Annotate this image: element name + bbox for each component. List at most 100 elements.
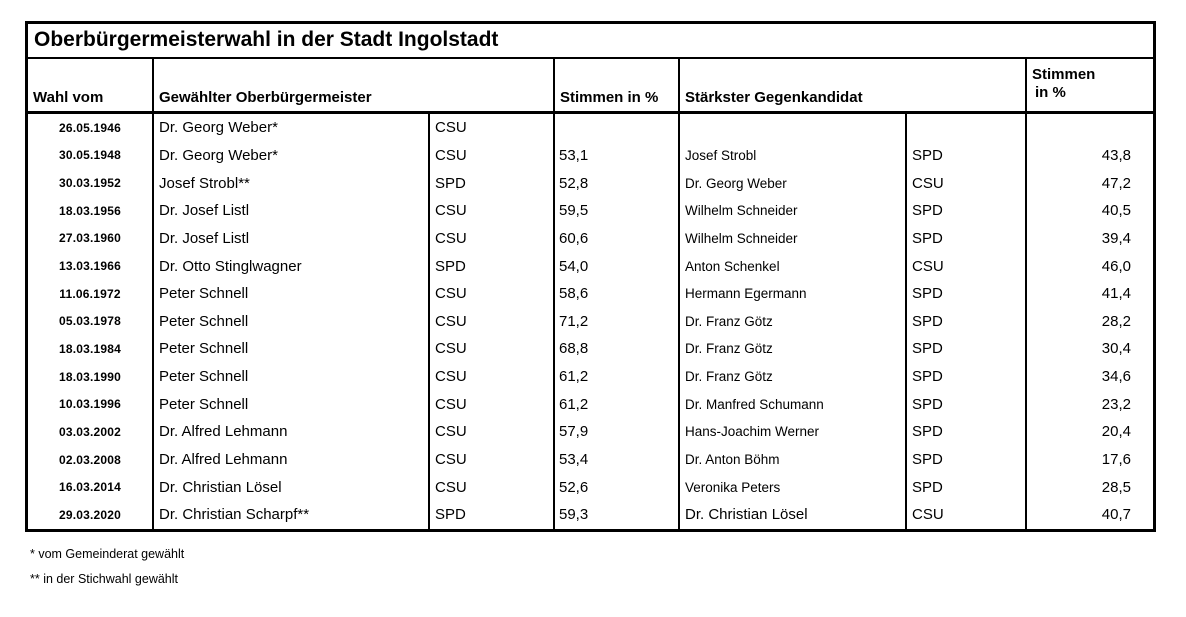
cell-opponent-vote-share: 17,6 — [1025, 445, 1153, 474]
cell-opponent-name: Dr. Anton Böhm — [678, 445, 905, 474]
cell-elected-mayor-name: Peter Schnell — [152, 390, 428, 419]
cell-opponent-vote-share: 39,4 — [1025, 224, 1153, 253]
cell-election-date: 27.03.1960 — [58, 231, 122, 246]
cell-opponent-name: Hans-Joachim Werner — [678, 418, 905, 446]
cell-opponent-name: Hermann Egermann — [678, 279, 905, 308]
cell-elected-mayor-vote-share: 53,4 — [553, 445, 678, 474]
cell-opponent-name: Dr. Franz Götz — [678, 335, 905, 363]
cell-opponent-party: SPD — [905, 418, 1025, 446]
cell-election-date: 03.03.2002 — [58, 424, 122, 439]
cell-opponent-vote-share: 28,2 — [1025, 307, 1153, 336]
cell-opponent-vote-share: 40,7 — [1025, 500, 1153, 529]
cell-opponent-party: CSU — [905, 500, 1025, 529]
cell-election-date: 18.03.1956 — [58, 203, 122, 218]
cell-elected-mayor-party: CSU — [428, 390, 553, 419]
cell-opponent-vote-share: 20,4 — [1025, 418, 1153, 446]
cell-elected-mayor-name: Dr. Georg Weber* — [152, 114, 428, 142]
cell-elected-mayor-name: Josef Strobl** — [152, 169, 428, 197]
cell-elected-mayor-vote-share: 57,9 — [553, 418, 678, 446]
cell-election-date: 18.03.1984 — [58, 341, 122, 356]
cell-opponent-name — [678, 114, 905, 142]
cell-elected-mayor-name: Dr. Josef Listl — [152, 196, 428, 225]
cell-opponent-party: SPD — [905, 473, 1025, 501]
cell-elected-mayor-vote-share: 53,1 — [553, 141, 678, 170]
cell-elected-mayor-vote-share: 60,6 — [553, 224, 678, 253]
table-body: 26.05.1946 Dr. Georg Weber* CSU 30.05.19… — [28, 114, 1153, 529]
cell-elected-mayor-name: Dr. Christian Lösel — [152, 473, 428, 501]
cell-opponent-party: SPD — [905, 141, 1025, 170]
cell-elected-mayor-vote-share: 59,5 — [553, 196, 678, 225]
cell-opponent-name: Josef Strobl — [678, 141, 905, 170]
header-stimmen-in-prozent-2: Stimmen in % — [1025, 59, 1153, 111]
cell-election-date: 11.06.1972 — [59, 286, 121, 301]
cell-elected-mayor-vote-share: 61,2 — [553, 390, 678, 419]
table-header-row: Wahl vom Gewählter Oberbürgermeister Sti… — [28, 59, 1153, 114]
cell-election-date: 26.05.1946 — [58, 120, 122, 135]
cell-elected-mayor-vote-share: 52,8 — [553, 169, 678, 197]
cell-elected-mayor-party: CSU — [428, 335, 553, 363]
cell-elected-mayor-vote-share: 59,3 — [553, 500, 678, 529]
footnote-gemeinderat: * vom Gemeinderat gewählt — [30, 546, 185, 561]
cell-elected-mayor-party: CSU — [428, 307, 553, 336]
cell-opponent-name: Wilhelm Schneider — [678, 224, 905, 253]
cell-opponent-party: SPD — [905, 390, 1025, 419]
cell-elected-mayor-party: CSU — [428, 224, 553, 253]
cell-elected-mayor-party: CSU — [428, 418, 553, 446]
cell-elected-mayor-vote-share: 54,0 — [553, 252, 678, 280]
header-wahl-vom: Wahl vom — [33, 89, 104, 106]
cell-elected-mayor-vote-share: 58,6 — [553, 279, 678, 308]
cell-elected-mayor-name: Peter Schnell — [152, 307, 428, 336]
cell-opponent-party: CSU — [905, 169, 1025, 197]
cell-election-date: 18.03.1990 — [58, 369, 122, 384]
header-staerkster-gegenkandidat: Stärkster Gegenkandidat — [678, 59, 1025, 111]
cell-opponent-party: SPD — [905, 279, 1025, 308]
cell-opponent-vote-share: 40,5 — [1025, 196, 1153, 225]
cell-opponent-name: Dr. Franz Götz — [678, 307, 905, 336]
cell-opponent-vote-share: 47,2 — [1025, 169, 1153, 197]
cell-elected-mayor-name: Dr. Georg Weber* — [152, 141, 428, 170]
cell-election-date: 05.03.1978 — [58, 314, 122, 329]
cell-opponent-name: Dr. Georg Weber — [678, 169, 905, 197]
cell-elected-mayor-name: Dr. Christian Scharpf** — [152, 500, 428, 529]
cell-elected-mayor-name: Dr. Otto Stinglwagner — [152, 252, 428, 280]
cell-opponent-party: SPD — [905, 335, 1025, 363]
cell-opponent-vote-share — [1025, 114, 1153, 142]
cell-elected-mayor-name: Dr. Alfred Lehmann — [152, 418, 428, 446]
cell-election-date: 29.03.2020 — [58, 507, 122, 522]
cell-elected-mayor-party: CSU — [428, 279, 553, 308]
cell-opponent-party: SPD — [905, 445, 1025, 474]
cell-elected-mayor-vote-share: 68,8 — [553, 335, 678, 363]
cell-election-date: 13.03.1966 — [58, 259, 122, 274]
cell-opponent-vote-share: 34,6 — [1025, 362, 1153, 391]
cell-opponent-vote-share: 23,2 — [1025, 390, 1153, 419]
cell-elected-mayor-party: CSU — [428, 362, 553, 391]
cell-elected-mayor-party: SPD — [428, 252, 553, 280]
header-gewaehlter-oberbuergermeister: Gewählter Oberbürgermeister — [152, 59, 553, 111]
cell-opponent-party: SPD — [905, 196, 1025, 225]
cell-election-date: 02.03.2008 — [58, 452, 122, 467]
cell-opponent-party: SPD — [905, 362, 1025, 391]
cell-elected-mayor-vote-share: 52,6 — [553, 473, 678, 501]
cell-opponent-vote-share: 46,0 — [1025, 252, 1153, 280]
cell-opponent-party: SPD — [905, 307, 1025, 336]
cell-opponent-vote-share: 28,5 — [1025, 473, 1153, 501]
cell-opponent-name: Dr. Christian Lösel — [678, 500, 905, 529]
cell-opponent-name: Dr. Franz Götz — [678, 362, 905, 391]
footnotes: * vom Gemeinderat gewählt ** in der Stic… — [30, 547, 1186, 586]
cell-elected-mayor-party: CSU — [428, 141, 553, 170]
cell-opponent-name: Dr. Manfred Schumann — [678, 390, 905, 419]
cell-opponent-vote-share: 41,4 — [1025, 279, 1153, 308]
cell-elected-mayor-party: CSU — [428, 445, 553, 474]
cell-election-date: 30.03.1952 — [58, 176, 122, 191]
page-title: Oberbürgermeisterwahl in der Stadt Ingol… — [28, 24, 1153, 59]
cell-election-date: 10.03.1996 — [58, 397, 122, 412]
cell-elected-mayor-name: Peter Schnell — [152, 279, 428, 308]
cell-opponent-vote-share: 43,8 — [1025, 141, 1153, 170]
cell-elected-mayor-party: SPD — [428, 169, 553, 197]
cell-election-date: 30.05.1948 — [58, 148, 122, 163]
cell-elected-mayor-name: Dr. Alfred Lehmann — [152, 445, 428, 474]
header-stimmen-line2: in % — [1035, 84, 1066, 102]
cell-opponent-party: CSU — [905, 252, 1025, 280]
cell-elected-mayor-party: SPD — [428, 500, 553, 529]
cell-opponent-party — [905, 114, 1025, 142]
